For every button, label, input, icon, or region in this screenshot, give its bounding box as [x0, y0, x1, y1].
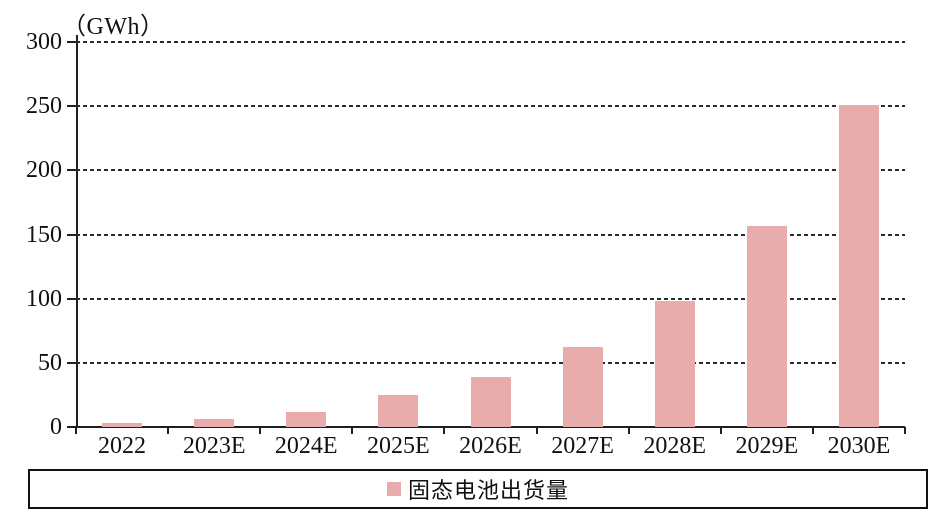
y-axis-tick-label-100: 100 — [26, 285, 62, 312]
y-axis-unit-label: （GWh） — [62, 14, 165, 40]
bar-2024E — [286, 411, 327, 427]
bar-2028E — [654, 301, 695, 427]
bar-2030E — [838, 104, 879, 427]
x-axis-line — [76, 426, 905, 428]
gridline-y-300 — [76, 41, 905, 43]
legend-box: 固态电池出货量 — [28, 469, 928, 509]
x-axis-label-2023E: 2023E — [182, 433, 246, 459]
gridline-y-150 — [76, 233, 905, 236]
y-axis-tick-50 — [67, 361, 76, 364]
y-axis-tick-label-200: 200 — [26, 157, 62, 184]
gridline-y-200 — [76, 169, 905, 172]
bar-2025E — [378, 394, 419, 427]
bar-2023E — [194, 419, 235, 427]
plot-area: 0 50 100 150 200 250 300 2022 2023E 2024E 2025E 202… — [26, 30, 906, 459]
x-axis-tick-6 — [627, 427, 630, 434]
bar-2026E — [470, 376, 511, 427]
legend-marker-icon — [386, 482, 401, 496]
y-axis-tick-label-300: 300 — [26, 29, 62, 55]
y-axis-tick-label-50: 50 — [38, 349, 62, 376]
x-axis-tick-0 — [75, 427, 77, 434]
gridline-y-250 — [76, 105, 905, 108]
x-axis-label-2025E: 2025E — [367, 433, 430, 459]
y-axis-tick-300 — [67, 41, 76, 43]
y-axis-tick-label-0: 0 — [50, 414, 62, 440]
x-axis-tick-2 — [259, 427, 262, 434]
x-axis-label-2024E: 2024E — [274, 433, 338, 459]
x-axis-label-2028E: 2028E — [643, 433, 707, 459]
y-axis-tick-0 — [67, 426, 76, 428]
y-axis-tick-150 — [67, 233, 76, 236]
x-axis-tick-4 — [443, 427, 446, 434]
legend-label: 固态电池出货量 — [407, 478, 569, 503]
y-axis-tick-200 — [67, 169, 76, 172]
y-axis-tick-label-150: 150 — [26, 221, 62, 248]
gridline-y-100 — [76, 297, 905, 300]
x-axis-tick-7 — [719, 427, 722, 434]
bar-2029E — [746, 225, 787, 427]
bar-2027E — [562, 347, 603, 427]
bar-2022 — [102, 423, 143, 427]
x-axis-label-2026E: 2026E — [459, 433, 522, 459]
x-axis-label-2027E: 2027E — [551, 433, 614, 459]
x-axis-tick-3 — [351, 427, 354, 434]
x-axis-tick-9 — [904, 427, 906, 434]
gridline-y-50 — [76, 361, 905, 364]
x-axis-tick-8 — [811, 427, 814, 434]
y-axis-tick-250 — [67, 105, 76, 108]
x-axis-label-2030E: 2030E — [827, 433, 891, 459]
x-axis-label-2029E: 2029E — [735, 433, 799, 459]
y-axis-tick-label-250: 250 — [26, 93, 62, 120]
legend-item-solid-state-battery: 固态电池出货量 — [386, 473, 569, 505]
x-axis-tick-5 — [535, 427, 538, 434]
x-axis-label-2022: 2022 — [98, 433, 147, 459]
y-axis-tick-100 — [67, 297, 76, 300]
x-axis-tick-1 — [167, 427, 170, 434]
y-axis-line — [76, 35, 78, 427]
